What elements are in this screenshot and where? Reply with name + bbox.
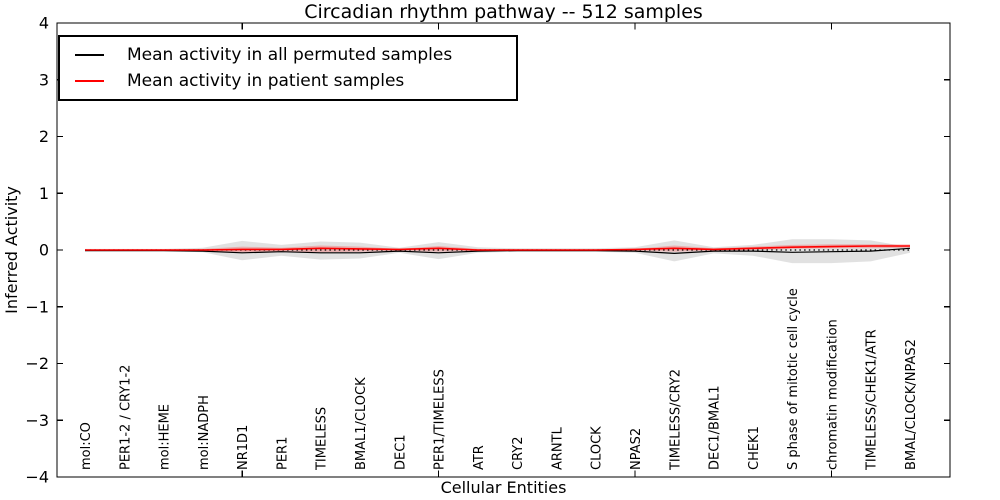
x-category-label: CLOCK <box>590 426 605 470</box>
patient-mean-line <box>85 245 910 251</box>
y-tick-label: 4 <box>39 14 49 33</box>
legend-entry-patient: Mean activity in patient samples <box>75 68 516 94</box>
patient-envelope-band <box>85 244 910 253</box>
x-category-label: BMAL1/CLOCK <box>354 377 369 470</box>
x-category-label: TIMELESS/CHEK1/ATR <box>865 329 880 471</box>
x-category-label: ARNTL <box>550 426 565 470</box>
x-category-label: chromatin modification <box>825 319 840 470</box>
legend-label-patient: Mean activity in patient samples <box>127 71 405 91</box>
legend-label-permuted: Mean activity in all permuted samples <box>127 45 453 65</box>
x-category-label: mol:CO <box>79 422 94 470</box>
x-category-label: TIMELESS <box>315 407 330 471</box>
x-category-label: BMAL/CLOCK/NPAS2 <box>904 339 919 470</box>
x-category-label: DEC1 <box>393 434 408 470</box>
y-tick-label: −2 <box>25 354 49 373</box>
y-tick-label: −3 <box>25 411 49 430</box>
x-category-label: mol:HEME <box>158 404 173 470</box>
x-category-label: NR1D1 <box>236 425 251 470</box>
y-tick-label: −1 <box>25 297 49 316</box>
x-axis-label: Cellular Entities <box>440 478 567 497</box>
x-category-label: CRY2 <box>511 437 526 471</box>
y-tick-label: 1 <box>39 184 49 203</box>
x-category-label: PER1/TIMELESS <box>433 369 448 470</box>
x-category-label: S phase of mitotic cell cycle <box>786 288 801 470</box>
x-category-label: DEC1/BMAL1 <box>708 386 723 471</box>
y-tick-label: 0 <box>39 241 49 260</box>
y-tick-label: 2 <box>39 127 49 146</box>
x-category-label: NPAS2 <box>629 428 644 470</box>
x-category-label: PER1 <box>275 437 290 470</box>
x-category-label: mol:NADPH <box>197 395 212 470</box>
chart-title: Circadian rhythm pathway -- 512 samples <box>304 1 703 23</box>
legend-line-sample-red <box>75 80 104 82</box>
x-category-label: ATR <box>472 445 487 470</box>
x-category-label: TIMELESS/CRY2 <box>668 369 683 471</box>
x-category-label: CHEK1 <box>747 426 762 470</box>
legend: Mean activity in all permuted samples Me… <box>58 35 518 101</box>
legend-entry-permuted: Mean activity in all permuted samples <box>75 42 516 68</box>
x-category-label: PER1-2 / CRY1-2 <box>118 365 133 470</box>
y-axis-label: Inferred Activity <box>2 186 21 314</box>
y-tick-label: −4 <box>25 468 49 487</box>
permuted-mean-line <box>85 247 911 255</box>
y-tick-label: 3 <box>39 70 49 89</box>
legend-line-sample-black <box>75 54 104 56</box>
